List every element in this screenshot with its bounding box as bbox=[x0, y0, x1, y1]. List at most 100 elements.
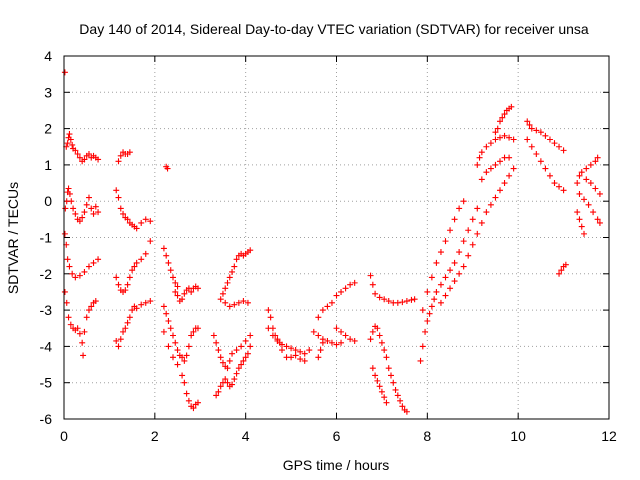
data-point bbox=[92, 203, 99, 210]
x-tick-label: 12 bbox=[601, 428, 617, 444]
data-point bbox=[499, 114, 506, 121]
data-point bbox=[347, 336, 354, 343]
data-point bbox=[594, 216, 601, 223]
data-point bbox=[217, 354, 224, 361]
data-point bbox=[231, 263, 238, 270]
data-point bbox=[242, 354, 249, 361]
data-point bbox=[95, 156, 102, 163]
data-point bbox=[378, 388, 385, 395]
data-point bbox=[381, 347, 388, 354]
data-point bbox=[301, 357, 308, 364]
data-point bbox=[170, 354, 176, 361]
data-point bbox=[417, 357, 424, 364]
data-point bbox=[378, 339, 385, 346]
data-point bbox=[122, 287, 129, 294]
data-point bbox=[172, 279, 179, 286]
data-point bbox=[244, 350, 251, 357]
data-point bbox=[492, 129, 499, 136]
data-point bbox=[181, 379, 188, 386]
data-point bbox=[492, 161, 499, 168]
data-point bbox=[574, 209, 581, 216]
data-point bbox=[483, 209, 490, 216]
data-point bbox=[92, 298, 99, 305]
data-point bbox=[369, 365, 376, 372]
data-point bbox=[424, 288, 431, 295]
data-point bbox=[233, 256, 240, 263]
data-point bbox=[451, 259, 458, 266]
data-point bbox=[85, 307, 92, 314]
data-point bbox=[533, 127, 540, 134]
data-point bbox=[556, 270, 563, 277]
data-point bbox=[247, 247, 254, 254]
data-point bbox=[399, 299, 406, 306]
data-point bbox=[61, 230, 68, 237]
data-point bbox=[306, 347, 313, 354]
data-point bbox=[72, 210, 79, 217]
data-point bbox=[478, 176, 485, 183]
data-point bbox=[390, 379, 397, 386]
data-point bbox=[181, 357, 188, 364]
data-point bbox=[508, 103, 515, 110]
data-point bbox=[376, 332, 383, 339]
data-point bbox=[95, 209, 102, 216]
data-point bbox=[79, 214, 86, 221]
data-point bbox=[497, 187, 503, 194]
data-point bbox=[85, 151, 92, 158]
data-point bbox=[333, 292, 340, 299]
data-point bbox=[333, 341, 340, 348]
data-point bbox=[411, 296, 418, 303]
data-point bbox=[167, 267, 174, 274]
data-point bbox=[66, 190, 73, 197]
data-point bbox=[217, 383, 224, 390]
data-point bbox=[160, 328, 167, 335]
data-point bbox=[83, 201, 90, 208]
data-point bbox=[319, 307, 326, 314]
data-point bbox=[147, 218, 154, 225]
data-point bbox=[265, 325, 272, 332]
data-point bbox=[188, 288, 195, 295]
data-point bbox=[431, 296, 438, 303]
data-point bbox=[587, 180, 594, 187]
data-point bbox=[342, 285, 349, 292]
data-point bbox=[222, 376, 229, 383]
data-point bbox=[117, 205, 124, 212]
y-tick-label: -6 bbox=[40, 411, 53, 427]
data-point bbox=[219, 359, 226, 366]
data-point bbox=[315, 314, 322, 321]
data-point bbox=[179, 296, 186, 303]
data-point bbox=[181, 290, 188, 297]
data-point bbox=[456, 249, 463, 256]
data-point bbox=[497, 134, 503, 141]
data-point bbox=[492, 136, 499, 143]
data-point bbox=[90, 259, 97, 266]
data-point bbox=[165, 343, 172, 350]
data-point bbox=[174, 283, 181, 290]
data-point bbox=[70, 205, 77, 212]
data-point bbox=[190, 405, 197, 412]
x-tick-label: 2 bbox=[151, 428, 159, 444]
data-point bbox=[247, 332, 254, 339]
data-point bbox=[385, 365, 392, 372]
data-point bbox=[497, 118, 503, 125]
data-point bbox=[68, 198, 75, 205]
data-point bbox=[478, 149, 485, 156]
data-point bbox=[576, 172, 583, 179]
data-point bbox=[383, 399, 390, 406]
data-point bbox=[62, 205, 69, 212]
data-point bbox=[61, 288, 68, 295]
data-point bbox=[437, 299, 444, 306]
data-point bbox=[194, 325, 201, 332]
data-point bbox=[338, 288, 345, 295]
data-point bbox=[333, 325, 340, 332]
data-point bbox=[179, 372, 186, 379]
x-tick-label: 4 bbox=[242, 428, 250, 444]
data-point bbox=[215, 347, 222, 354]
data-point bbox=[369, 328, 376, 335]
x-tick-label: 10 bbox=[510, 428, 526, 444]
data-point bbox=[163, 310, 170, 317]
data-point bbox=[546, 172, 553, 179]
data-point bbox=[229, 268, 236, 275]
data-point bbox=[226, 357, 233, 364]
